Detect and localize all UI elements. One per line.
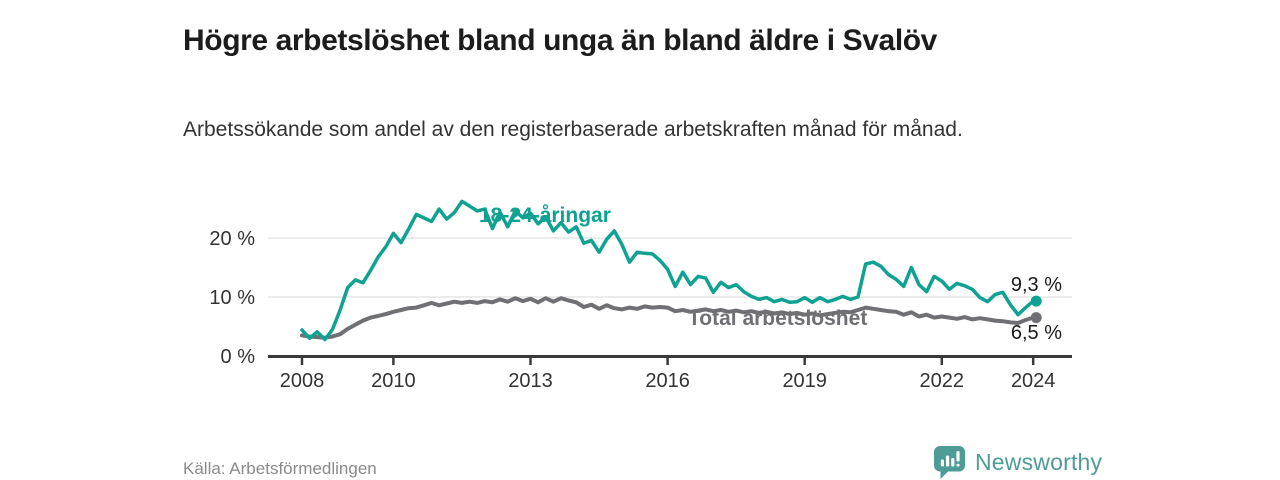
- logo-bubble: [934, 446, 965, 472]
- y-axis-tick-label: 20 %: [209, 228, 255, 250]
- brand-name: Newsworthy: [975, 449, 1103, 475]
- y-axis-tick-label: 0 %: [221, 346, 256, 368]
- series-end-dot-total: [1030, 312, 1042, 324]
- series-end-dots: [1030, 295, 1042, 324]
- brand-logo: Newsworthy: [933, 445, 1102, 480]
- series-label-youth: 18-24-åringar: [479, 204, 611, 227]
- series-line-youth: [300, 199, 1035, 342]
- page-subtitle: Arbetssökande som andel av den registerb…: [183, 118, 963, 141]
- newsworthy-speech-bubble-bar-chart-icon: [934, 446, 965, 479]
- series-line-total: [300, 296, 1036, 340]
- x-axis-tick-label: 2024: [1011, 370, 1056, 392]
- x-axis-tick-label: 2019: [782, 370, 827, 392]
- y-axis-labels: 0 % 10 % 20 %: [209, 228, 255, 368]
- source-note: Källa: Arbetsförmedlingen: [183, 459, 377, 478]
- series-end-dot-youth: [1030, 295, 1042, 307]
- logo-bars: [940, 451, 960, 467]
- series-label-total: Total arbetslöshet: [688, 307, 867, 330]
- y-axis-tick-label: 10 %: [209, 287, 255, 309]
- page-title: Högre arbetslöshet bland unga än bland ä…: [183, 24, 937, 58]
- x-axis-tick-label: 2016: [645, 370, 690, 392]
- x-axis-tick-label: 2022: [920, 370, 965, 392]
- end-value-label-youth: 9,3 %: [1011, 274, 1062, 296]
- x-axis-tick-label: 2008: [280, 370, 325, 392]
- x-axis: [268, 355, 1072, 365]
- logo-bubble-tail: [940, 469, 951, 479]
- x-axis-tick-label: 2010: [371, 370, 416, 392]
- end-value-label-total: 6,5 %: [1011, 322, 1062, 344]
- x-axis-tick-label: 2013: [508, 370, 553, 392]
- x-axis-labels: 2008 2010 2013 2016 2019 2022 2024: [280, 370, 1056, 392]
- series-lines: [300, 199, 1036, 342]
